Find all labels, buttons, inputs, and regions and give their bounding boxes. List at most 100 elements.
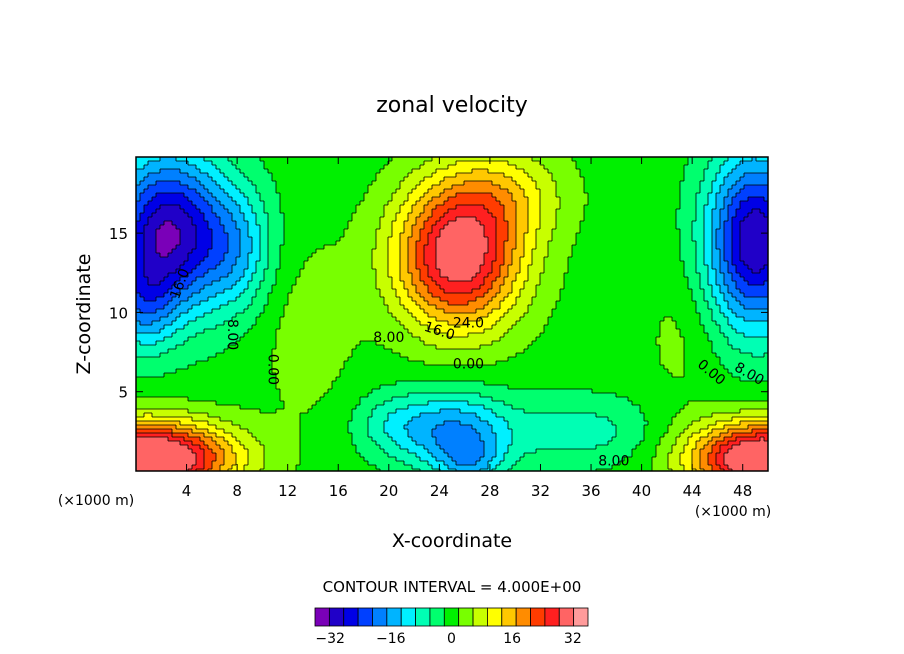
field-cell <box>268 169 273 174</box>
field-cell <box>756 265 761 270</box>
field-cell <box>452 161 457 166</box>
field-cell <box>516 277 521 282</box>
field-cell <box>184 245 189 250</box>
field-cell <box>424 201 429 206</box>
field-cell <box>416 273 421 278</box>
field-cell <box>184 201 189 206</box>
field-cell <box>468 277 473 282</box>
field-cell <box>648 229 653 234</box>
field-cell <box>420 261 425 266</box>
field-cell <box>148 233 153 238</box>
field-cell <box>172 237 177 242</box>
field-cell <box>500 245 505 250</box>
field-cell <box>524 169 529 174</box>
field-cell <box>640 209 645 214</box>
field-cell <box>248 281 253 286</box>
field-cell <box>148 253 153 258</box>
field-cell <box>168 249 173 254</box>
field-cell <box>224 221 229 226</box>
field-cell <box>168 205 173 210</box>
field-cell <box>412 253 417 258</box>
field-cell <box>612 249 617 254</box>
field-cell <box>336 257 341 262</box>
field-cell <box>292 169 297 174</box>
field-cell <box>380 205 385 210</box>
field-cell <box>492 217 497 222</box>
field-cell <box>176 257 181 262</box>
field-cell <box>480 261 485 266</box>
field-cell <box>288 257 293 262</box>
field-cell <box>700 249 705 254</box>
field-cell <box>712 165 717 170</box>
field-cell <box>348 273 353 278</box>
field-cell <box>312 201 317 206</box>
field-cell <box>596 193 601 198</box>
field-cell <box>324 217 329 222</box>
field-cell <box>672 277 677 282</box>
field-cell <box>316 169 321 174</box>
field-cell <box>488 281 493 286</box>
field-cell <box>532 241 537 246</box>
field-cell <box>328 177 333 182</box>
field-cell <box>724 221 729 226</box>
field-cell <box>692 197 697 202</box>
field-cell <box>320 213 325 218</box>
field-cell <box>280 209 285 214</box>
field-cell <box>452 193 457 198</box>
field-cell <box>304 229 309 234</box>
field-cell <box>560 193 565 198</box>
field-cell <box>260 205 265 210</box>
field-cell <box>388 269 393 274</box>
field-cell <box>736 177 741 182</box>
field-cell <box>684 277 689 282</box>
field-cell <box>312 205 317 210</box>
field-cell <box>252 205 257 210</box>
field-cell <box>604 181 609 186</box>
field-cell <box>292 277 297 282</box>
field-cell <box>412 169 417 174</box>
field-cell <box>692 221 697 226</box>
field-cell <box>308 237 313 242</box>
field-cell <box>556 249 561 254</box>
field-cell <box>340 253 345 258</box>
field-cell <box>228 185 233 190</box>
field-cell <box>600 217 605 222</box>
field-cell <box>280 185 285 190</box>
field-cell <box>240 169 245 174</box>
field-cell <box>692 277 697 282</box>
field-cell <box>368 253 373 258</box>
field-cell <box>456 201 461 206</box>
field-cell <box>752 253 757 258</box>
field-cell <box>720 197 725 202</box>
field-cell <box>368 173 373 178</box>
field-cell <box>380 281 385 286</box>
field-cell <box>472 261 477 266</box>
field-cell <box>492 257 497 262</box>
field-cell <box>164 229 169 234</box>
field-cell <box>152 241 157 246</box>
field-cell <box>536 165 541 170</box>
field-cell <box>492 221 497 226</box>
field-cell <box>656 213 661 218</box>
field-cell <box>416 213 421 218</box>
field-cell <box>608 273 613 278</box>
field-cell <box>524 185 529 190</box>
field-cell <box>440 217 445 222</box>
field-cell <box>600 173 605 178</box>
field-cell <box>384 169 389 174</box>
field-cell <box>484 213 489 218</box>
field-cell <box>532 209 537 214</box>
field-cell <box>320 249 325 254</box>
field-cell <box>272 249 277 254</box>
field-cell <box>320 165 325 170</box>
field-cell <box>448 189 453 194</box>
field-cell <box>564 189 569 194</box>
field-cell <box>496 245 501 250</box>
field-cell <box>452 257 457 262</box>
field-cell <box>384 277 389 282</box>
field-cell <box>636 205 641 210</box>
field-cell <box>340 157 345 162</box>
field-cell <box>324 241 329 246</box>
field-cell <box>376 237 381 242</box>
field-cell <box>240 205 245 210</box>
